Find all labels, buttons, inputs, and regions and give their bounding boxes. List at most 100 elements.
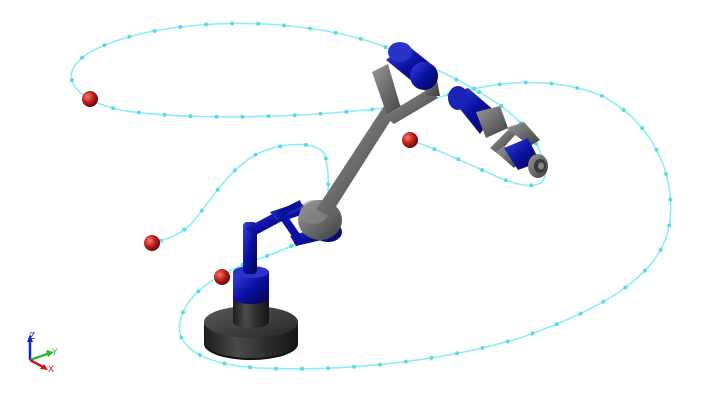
trajectory-sample-point — [456, 157, 461, 162]
trajectory-sample-point — [640, 126, 645, 131]
trajectory-sample-point — [253, 152, 258, 157]
robot-wrist-roll[interactable] — [448, 86, 508, 138]
trajectory-sample-point — [529, 183, 534, 188]
trajectory-sample-point — [432, 147, 437, 152]
trajectory-sample-point — [578, 311, 583, 316]
trajectory-sample-point — [179, 335, 184, 340]
trajectory-sample-point — [265, 254, 270, 258]
trajectory-sample-point — [80, 55, 85, 60]
robot-wrist[interactable] — [386, 42, 438, 90]
forearm-rod — [316, 106, 396, 216]
y-axis-label: Y — [51, 348, 58, 358]
trajectory-sample-point — [307, 26, 312, 31]
trajectory-sample-point — [658, 247, 663, 252]
robot-forearm[interactable] — [316, 106, 396, 216]
waist-cylinder — [233, 272, 269, 304]
trajectory-sample-point — [352, 364, 356, 369]
trajectory-sample-point — [503, 178, 508, 183]
tool-bracket-lower — [490, 130, 516, 154]
trajectory-sample-point — [623, 285, 628, 290]
tool-bracket-upper — [506, 122, 540, 146]
trajectory-sample-point — [136, 110, 141, 115]
trajectory-sample-point — [668, 197, 673, 202]
trajectory-sample-point — [111, 106, 116, 111]
waypoint-marker[interactable] — [144, 235, 160, 251]
trajectory-sample-point — [182, 227, 187, 232]
trajectory-sample-point — [599, 93, 604, 98]
trajectory-sample-point — [274, 366, 279, 371]
wrist-bracket-left — [372, 64, 402, 118]
trajectory-sample-point — [181, 310, 185, 315]
trajectory-sample-point — [159, 238, 164, 243]
base-column — [233, 298, 269, 328]
trajectory-sample-point — [383, 45, 388, 50]
trajectory-sample-point — [304, 142, 308, 147]
trajectory-sample-point — [204, 22, 209, 27]
waypoint-marker[interactable] — [82, 91, 98, 107]
trajectory-sample-point — [654, 147, 659, 152]
trajectory-sample-point — [230, 21, 235, 26]
trajectory-sample-point — [214, 114, 219, 119]
trajectory-sample-point — [188, 114, 193, 119]
trajectory-sample-point — [200, 208, 204, 213]
trajectory-sample-point — [266, 114, 271, 119]
trajectory-sample-point — [477, 90, 482, 95]
trajectory-sample-point — [326, 366, 331, 371]
robot-arm[interactable] — [204, 42, 548, 360]
robot-base[interactable] — [204, 292, 298, 360]
trajectory-sample-point — [196, 289, 201, 294]
trajectory-sample-point — [358, 36, 363, 41]
wrist-bracket-bottom — [384, 88, 438, 124]
trajectory-sample-point — [549, 81, 554, 86]
robot-waist[interactable] — [233, 222, 269, 304]
trajectory-sample-point — [480, 345, 485, 350]
trajectory-sample-point — [127, 34, 132, 39]
waypoint-marker[interactable] — [402, 132, 418, 148]
trajectory-sample-point — [178, 25, 183, 29]
trajectory-sample-point — [300, 366, 305, 371]
trajectory-sample-point — [69, 78, 74, 83]
trajectory-sample-point — [197, 353, 202, 357]
trajectory-path — [69, 21, 673, 371]
xyz-axes-icon: Z Y X — [27, 332, 58, 375]
trajectory-sample-point — [333, 30, 338, 35]
trajectory-sample-point — [403, 359, 408, 364]
y-axis-line — [29, 351, 51, 362]
trajectory-sample-point — [455, 351, 460, 356]
trajectory-sample-point — [278, 144, 283, 149]
trajectory-sample-point — [554, 322, 559, 327]
trajectory-sample-point — [152, 29, 157, 33]
trajectory-sample-point — [523, 80, 528, 85]
waypoints — [82, 91, 418, 285]
robot-tool[interactable] — [490, 122, 548, 178]
trajectory-sample-point — [248, 365, 253, 370]
trajectory-sample-point — [318, 111, 323, 116]
trajectory-sample-point — [256, 21, 261, 26]
trajectory-sample-point — [621, 108, 626, 112]
x-axis-label: X — [48, 365, 54, 375]
trajectory-sample-point — [472, 86, 476, 91]
trajectory-sample-point — [102, 43, 107, 48]
trajectory-sample-point — [326, 182, 331, 187]
trajectory-sample-point — [232, 168, 237, 173]
trajectory-sample-point — [215, 187, 220, 192]
trajectory-sample-point — [643, 268, 647, 273]
trajectory-sample-point — [480, 168, 484, 172]
trajectory-line — [70, 22, 672, 370]
trajectory-sample-point — [377, 362, 382, 367]
trajectory-sample-point — [240, 114, 245, 119]
trajectory-sample-point — [454, 77, 459, 82]
waypoint-marker[interactable] — [214, 269, 230, 285]
trajectory-sample-point — [530, 331, 535, 336]
trajectory-sample-point — [282, 23, 287, 28]
trajectory-sample-point — [222, 361, 227, 366]
trajectory-sample-point — [292, 113, 297, 118]
trajectory-sample-point — [664, 172, 669, 176]
trajectory-sample-point — [667, 223, 672, 228]
trajectory-sample-point — [370, 107, 375, 112]
trajectory-sample-point — [323, 156, 328, 161]
wrist-roll-collar — [476, 106, 508, 138]
z-axis-label: Z — [29, 332, 35, 342]
trajectory-sample-point — [289, 244, 294, 249]
